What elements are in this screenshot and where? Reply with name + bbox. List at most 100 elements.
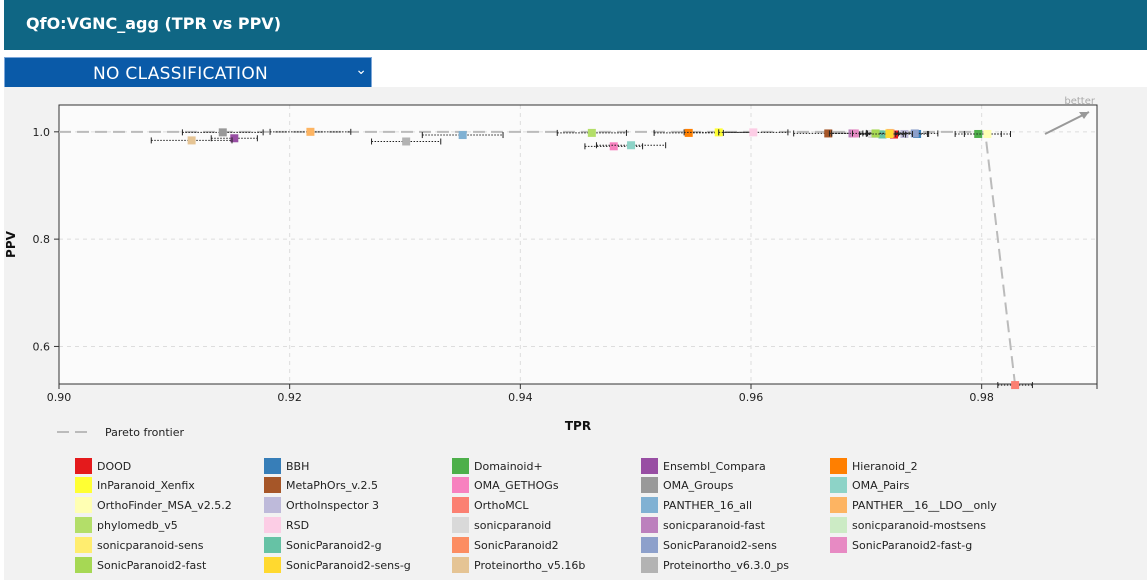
legend-swatch — [641, 497, 658, 513]
legend-label: Ensembl_Compara — [663, 460, 766, 473]
point-marker — [885, 129, 894, 138]
point-marker — [230, 134, 239, 143]
legend-swatch — [452, 537, 469, 553]
point-marker — [1011, 381, 1020, 390]
legend-swatch — [641, 537, 658, 553]
legend-label: Proteinortho_v6.3.0_ps — [663, 559, 790, 572]
legend-label: Domainoid+ — [474, 460, 543, 473]
x-tick-label: 0.94 — [508, 391, 533, 404]
legend-swatch — [830, 517, 847, 533]
point-marker — [974, 129, 983, 138]
x-tick-label: 0.92 — [277, 391, 302, 404]
data-point — [210, 134, 258, 143]
classification-selected-value: NO CLASSIFICATION — [93, 64, 269, 84]
better-label: better — [1064, 96, 1095, 107]
legend-swatch — [264, 477, 281, 493]
legend-swatch — [641, 477, 658, 493]
point-marker — [910, 129, 919, 138]
point-marker — [878, 130, 887, 139]
data-point — [371, 137, 442, 146]
legend-label: OrthoInspector 3 — [286, 499, 380, 512]
pareto-legend: Pareto frontier — [57, 426, 184, 439]
legend-label: SonicParanoid2-fast — [97, 559, 207, 572]
legend-label: RSD — [286, 519, 310, 532]
legend-label: SonicParanoid2 — [474, 539, 559, 552]
legend-swatch — [830, 497, 847, 513]
legend-swatch — [830, 458, 847, 474]
legend-label: SonicParanoid2-fast-g — [852, 539, 973, 552]
point-marker — [850, 129, 859, 138]
legend-swatch — [75, 537, 92, 553]
point-marker — [684, 128, 693, 137]
legend-swatch — [75, 517, 92, 533]
legend-swatch — [830, 537, 847, 553]
x-tick-label: 0.96 — [739, 391, 764, 404]
legend-label: SonicParanoid2-sens-g — [286, 559, 411, 572]
classification-dropdown[interactable]: NO CLASSIFICATION ⌄ — [4, 57, 372, 88]
data-point — [595, 141, 667, 150]
legend-label: Hieranoid_2 — [852, 460, 918, 473]
plot-area — [59, 105, 1097, 384]
legend-swatch — [75, 557, 92, 573]
y-tick-label: 1.0 — [33, 126, 51, 139]
data-point — [421, 131, 504, 140]
plot-frame — [58, 104, 1098, 385]
legend-swatch — [264, 517, 281, 533]
legend-swatch — [641, 458, 658, 474]
legend-label: MetaPhOrs_v.2.5 — [286, 479, 378, 492]
legend-label: PANTHER_16_all — [663, 499, 753, 512]
point-marker — [627, 141, 636, 150]
legend-swatch — [452, 458, 469, 474]
legend-swatch — [830, 477, 847, 493]
data-point — [865, 129, 913, 138]
legend-swatch — [452, 517, 469, 533]
legend-swatch — [75, 497, 92, 513]
point-marker — [749, 128, 758, 137]
data-point — [718, 128, 789, 137]
data-point — [963, 129, 1011, 138]
chevron-down-icon: ⌄ — [355, 62, 367, 78]
legend-label: OrthoMCL — [474, 499, 529, 512]
point-marker — [587, 128, 596, 137]
x-tick-label: 0.90 — [47, 391, 72, 404]
data-point — [150, 136, 233, 145]
legend-swatch — [264, 537, 281, 553]
legend-label: OMA_Groups — [663, 479, 734, 492]
better-arrow-head — [1079, 112, 1089, 119]
x-tick-label: 0.98 — [969, 391, 994, 404]
legend-swatch — [264, 557, 281, 573]
x-axis-label: TPR — [565, 419, 591, 433]
data-point — [181, 128, 264, 137]
legend-swatch — [452, 497, 469, 513]
legend-label: sonicparanoid-sens — [97, 539, 204, 552]
point-marker — [218, 128, 227, 137]
legend-label: sonicparanoid-mostsens — [852, 519, 986, 532]
legend-swatch — [75, 458, 92, 474]
legend-label: SonicParanoid2-g — [286, 539, 382, 552]
pareto-legend-label: Pareto frontier — [105, 426, 184, 439]
legend-label: Proteinortho_v5.16b — [474, 559, 586, 572]
legend-label: BBH — [286, 460, 310, 473]
data-point — [851, 129, 900, 138]
legend-label: DOOD — [97, 460, 132, 473]
legend-label: OMA_Pairs — [852, 479, 910, 492]
legend-swatch — [75, 477, 92, 493]
legend-label: OrthoFinder_MSA_v2.5.2 — [97, 499, 232, 512]
point-marker — [609, 142, 618, 151]
legend-label: PANTHER__16__LDO__only — [852, 499, 997, 512]
legend-label: phylomedb_v5 — [97, 519, 178, 532]
y-tick-label: 0.6 — [33, 340, 51, 353]
point-marker — [187, 136, 196, 145]
y-tick-label: 0.8 — [33, 233, 51, 246]
page-title: QfO:VGNC_agg (TPR vs PPV) — [26, 14, 281, 33]
point-marker — [306, 127, 315, 136]
data-point — [556, 128, 627, 137]
legend-swatch — [264, 458, 281, 474]
legend-swatch — [641, 517, 658, 533]
app-header: QfO:VGNC_agg (TPR vs PPV) — [4, 0, 1147, 50]
data-point — [858, 130, 907, 139]
point-marker — [871, 129, 880, 138]
point-marker — [983, 129, 992, 138]
legend-label: sonicparanoid-fast — [663, 519, 765, 532]
